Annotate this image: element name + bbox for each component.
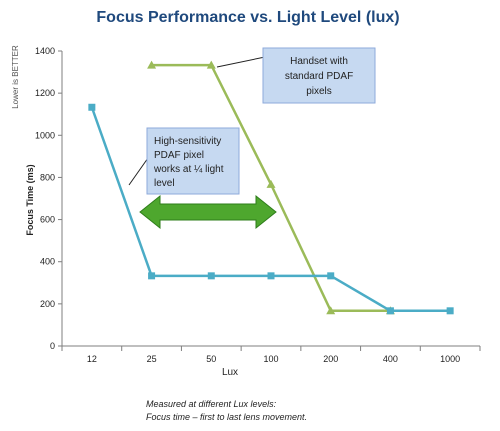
high-sensitivity-callout-box — [146, 127, 240, 195]
footnote-line-2: Focus time – first to last lens movement… — [146, 412, 307, 422]
series-green-point — [206, 60, 216, 69]
x-tick-label: 12 — [87, 354, 97, 364]
series-blue-point — [267, 272, 275, 280]
high-sensitivity-callout-line-3: works at ¼ light — [153, 163, 224, 175]
x-tick-label: 100 — [263, 354, 278, 364]
series-blue-point — [446, 307, 454, 315]
series-blue-point — [386, 307, 394, 315]
chart-title: Focus Performance vs. Light Level (lux) — [96, 9, 399, 26]
series-blue — [88, 103, 454, 315]
y-tick-label: 1200 — [35, 88, 55, 98]
handset-callout-box — [262, 47, 376, 104]
y-axis: 0 200 400 600 800 1000 1200 1400 — [35, 46, 63, 351]
y-tick-label: 600 — [40, 215, 55, 225]
series-green-point — [147, 60, 157, 69]
high-sensitivity-callout-line-1: High-sensitivity — [154, 136, 221, 147]
high-sensitivity-callout-line-2: PDAF pixel — [154, 150, 204, 161]
handset-callout-line-3: pixels — [306, 86, 332, 97]
series-green-point — [326, 306, 336, 315]
series-blue-point — [148, 272, 156, 280]
y-tick-label: 800 — [40, 172, 55, 182]
x-tick-label: 200 — [323, 354, 338, 364]
y-tick-label: 200 — [40, 299, 55, 309]
x-tick-label: 1000 — [440, 354, 460, 364]
y-tick-label: 1000 — [35, 130, 55, 140]
handset-callout-line-1: Handset with — [290, 56, 348, 67]
handset-callout: Handset with standard PDAF pixels — [216, 47, 376, 104]
x-tick-label: 400 — [383, 354, 398, 364]
y-tick-label: 1400 — [35, 46, 55, 56]
series-blue-point — [327, 272, 335, 280]
x-axis-label: Lux — [222, 367, 238, 378]
series-blue-point — [88, 103, 96, 111]
handset-callout-line-2: standard PDAF — [285, 71, 353, 82]
high-sensitivity-callout-line-4: level — [154, 178, 175, 189]
high-sensitivity-callout-pointer — [128, 157, 149, 186]
series-blue-point — [207, 272, 215, 280]
high-sensitivity-callout: High-sensitivity PDAF pixel works at ¼ l… — [128, 127, 240, 195]
y-axis-label: Focus Time (ms) — [25, 164, 35, 235]
double-arrow-icon — [139, 194, 277, 230]
y-axis-note: Lower is BETTER — [11, 45, 20, 109]
x-tick-label: 25 — [147, 354, 157, 364]
y-tick-label: 0 — [50, 341, 55, 351]
x-tick-label: 50 — [206, 354, 216, 364]
series-layer — [88, 60, 454, 315]
series-green-point — [266, 179, 276, 188]
y-tick-label: 400 — [40, 257, 55, 267]
handset-callout-pointer — [216, 56, 266, 68]
footnote-line-1: Measured at different Lux levels: — [146, 399, 277, 409]
x-axis: 12 25 50 100 200 400 1000 — [61, 345, 481, 364]
